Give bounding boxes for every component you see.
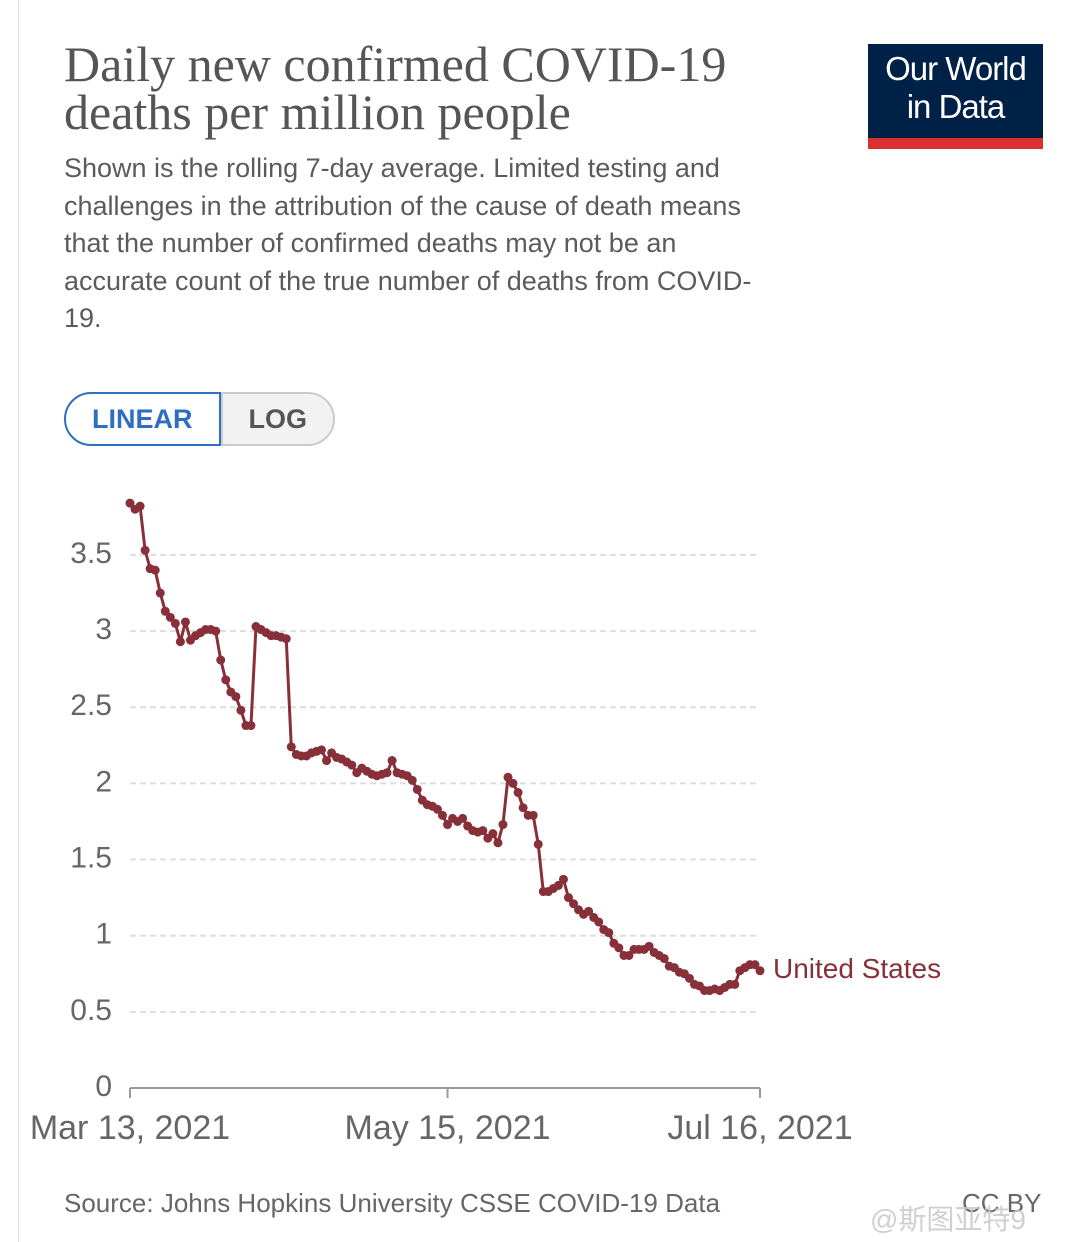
logo-line: in Data [906,88,1006,125]
data-point [498,820,508,830]
data-point [684,973,694,983]
data-point [493,838,503,848]
y-tick-label: 0 [95,1070,112,1103]
data-point [211,626,221,636]
data-point [478,826,488,836]
license[interactable]: CC BY [962,1188,1042,1218]
data-point [170,618,180,628]
data-point [236,705,246,715]
data-point [286,742,296,752]
scale-button[interactable]: LINEAR [64,392,221,446]
data-point [488,829,498,839]
data-point [553,880,563,890]
data-point [528,810,538,820]
source-note: Source: Johns Hopkins University CSSE CO… [64,1188,721,1218]
data-point [563,893,573,903]
data-point [160,606,170,616]
data-point [730,979,740,989]
y-tick-label: 3.5 [70,537,112,570]
data-point [584,906,594,916]
data-point [347,760,357,770]
data-point [594,917,604,927]
x-tick-label: May 15, 2021 [345,1109,551,1147]
data-point [432,804,442,814]
data-point [604,928,614,938]
data-point [755,966,765,976]
data-point [231,692,241,702]
data-point [659,954,669,964]
y-tick-label: 1.5 [70,841,112,874]
data-point [513,788,523,798]
chart-subtitle: Shown is the rolling 7-day average. Limi… [64,153,752,333]
y-tick-label: 0.5 [70,994,112,1027]
data-point [437,810,447,820]
watermark: @斯图亚特9 [870,1204,1026,1235]
data-point [221,675,231,685]
data-point [569,899,579,909]
data-point [412,784,422,794]
data-point [165,612,175,622]
data-point [558,874,568,884]
data-point [135,501,145,511]
data-point [443,820,453,830]
y-tick-label: 3 [95,613,112,646]
y-tick-label: 1 [95,918,112,951]
data-point [140,545,150,555]
data-point [246,721,256,731]
data-point [317,745,327,755]
data-point [518,803,528,813]
data-point [322,756,332,766]
data-point [180,617,190,627]
data-point [155,588,165,598]
scale-button[interactable]: LOG [220,392,335,446]
logo[interactable]: Our World in Data [868,44,1043,149]
data-point [407,775,417,785]
data-point [644,941,654,951]
y-tick-label: 2.5 [70,689,112,722]
data-point [750,960,760,970]
chart-title: Daily new confirmed COVID-19 deaths per … [64,36,727,140]
scale-toggle: LINEAR LOG [64,392,335,446]
page-edge [18,0,19,1242]
data-point [175,637,185,647]
x-tick-label: Jul 16, 2021 [667,1109,852,1147]
data-point [533,839,543,849]
data-point [281,634,291,644]
data-point [508,778,518,788]
series-line [128,502,762,993]
data-point [216,655,226,665]
data-point [614,943,624,953]
data-point [624,950,634,960]
data-point [503,772,513,782]
data-point [125,498,135,508]
data-point [458,813,468,823]
data-point [150,565,160,575]
logo-line: Our World [885,50,1027,87]
y-tick-label: 2 [95,765,112,798]
series-label: United States [773,953,941,984]
data-point [382,768,392,778]
x-tick-label: Mar 13, 2021 [30,1109,230,1147]
data-point [387,756,397,766]
